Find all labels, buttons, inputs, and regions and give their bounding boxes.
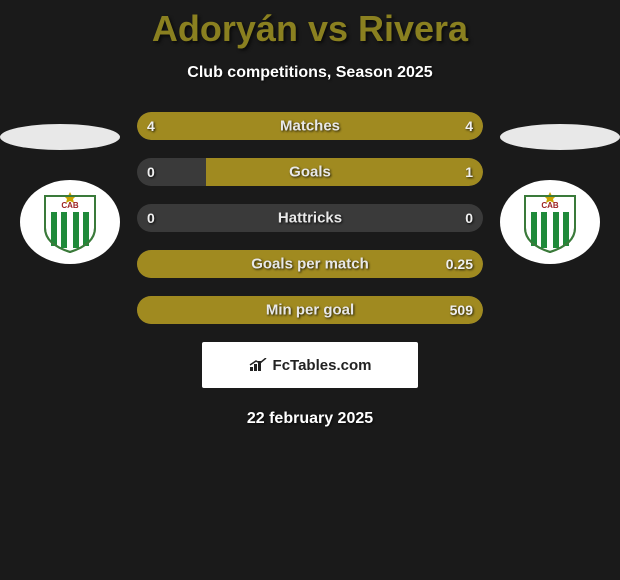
- attribution-box: FcTables.com: [202, 342, 418, 388]
- title-player-right: Rivera: [358, 8, 468, 49]
- stat-bar-row: 4 4 Matches: [137, 112, 483, 140]
- title-player-left: Adoryán: [152, 8, 298, 49]
- page-title: Adoryán vs Rivera: [0, 0, 620, 50]
- bar-value-left: 0: [147, 210, 155, 226]
- subtitle: Club competitions, Season 2025: [0, 64, 620, 82]
- date-text: 22 february 2025: [0, 410, 620, 428]
- title-vs: vs: [298, 8, 358, 49]
- stat-bars: 4 4 Matches 0 1 Goals 0 0 Hattricks 0.25 Goals per…: [0, 112, 620, 324]
- bar-value-right: 4: [465, 118, 473, 134]
- bar-value-right: 0.25: [446, 256, 473, 272]
- bar-value-left: 0: [147, 164, 155, 180]
- bar-value-left: 4: [147, 118, 155, 134]
- bar-label: Goals per match: [251, 256, 369, 273]
- stat-bar-row: 509 Min per goal: [137, 296, 483, 324]
- bar-value-right: 509: [450, 302, 473, 318]
- bar-value-right: 0: [465, 210, 473, 226]
- stat-bar-row: 0.25 Goals per match: [137, 250, 483, 278]
- stat-bar-row: 0 1 Goals: [137, 158, 483, 186]
- bar-label: Min per goal: [266, 302, 354, 319]
- bar-label: Goals: [289, 164, 331, 181]
- bar-value-right: 1: [465, 164, 473, 180]
- bar-label: Hattricks: [278, 210, 342, 227]
- stat-bar-row: 0 0 Hattricks: [137, 204, 483, 232]
- bar-label: Matches: [280, 118, 340, 135]
- chart-icon: [249, 358, 267, 372]
- bar-fill-right: [206, 158, 483, 186]
- attribution-text: FcTables.com: [273, 357, 372, 374]
